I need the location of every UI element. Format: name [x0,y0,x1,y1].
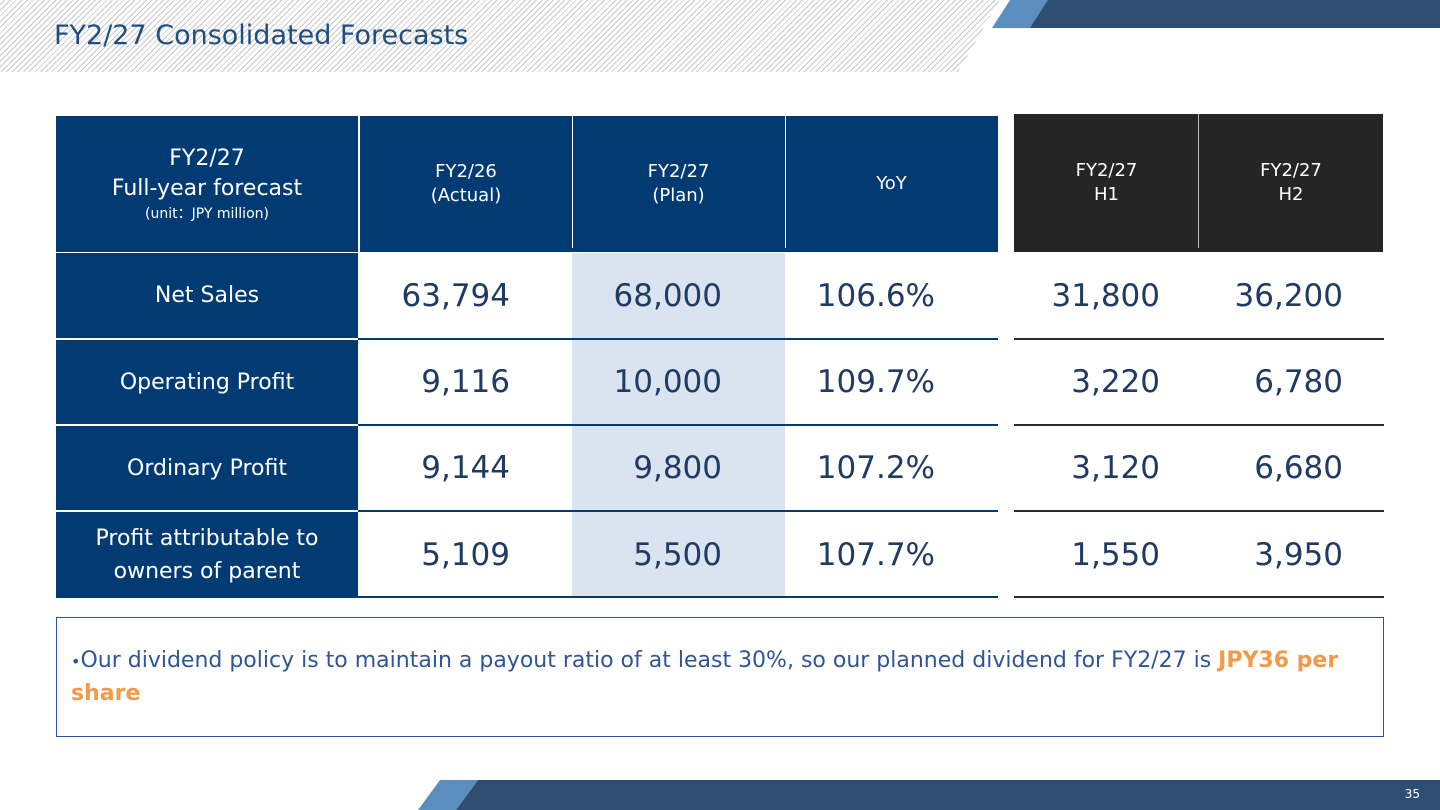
col-h1-line2: H1 [1094,184,1119,205]
col-h2-line2: H2 [1278,184,1304,205]
column-header-h1: FY2/27 H1 [1014,114,1199,252]
row-divider [358,510,998,512]
cell-plan: 10,000 [613,364,722,400]
dividend-note-box: •Our dividend policy is to maintain a pa… [56,617,1384,737]
cell-plan: 68,000 [613,278,722,314]
col-plan-line1: FY2/27 [647,160,710,182]
cell-actual: 5,109 [421,537,510,573]
cell-h1: 31,800 [1051,278,1160,314]
note-text: Our dividend policy is to maintain a pay… [80,648,1219,673]
col-actual-line1: FY2/26 [435,160,497,182]
corner-unit: (unit：JPY million) [145,206,269,223]
table-corner-header: FY2/27 Full-year forecast (unit：JPY mill… [56,116,358,252]
cell-h2: 6,780 [1254,364,1343,400]
cell-yoy: 109.7% [816,364,935,400]
page-title: FY2/27 Consolidated Forecasts [54,20,469,51]
cell-h1: 3,220 [1071,364,1160,400]
column-header-plan: FY2/27 (Plan) [572,116,785,252]
col-h1-line1: FY2/27 [1075,159,1138,181]
header-separator [785,116,786,248]
row-label-ordinary-profit: Ordinary Profit [56,426,358,510]
row-divider [358,424,998,426]
row-divider [1014,424,1384,426]
cell-h2: 3,950 [1254,537,1343,573]
column-header-actual: FY2/26 (Actual) [360,116,572,252]
row-divider [1014,338,1384,340]
page-number: 35 [1404,787,1420,801]
cell-yoy: 107.7% [816,537,935,573]
header-hatch-decoration [0,0,1000,72]
cell-plan: 9,800 [633,450,722,486]
cell-h2: 6,680 [1254,450,1343,486]
header-accent-dark [1030,0,1440,28]
cell-actual: 9,116 [421,364,510,400]
cell-h1: 1,550 [1071,537,1160,573]
corner-line2: Full-year forecast [111,175,303,201]
column-header-yoy: YoY [785,116,998,252]
cell-yoy: 107.2% [816,450,935,486]
row-label-operating-profit: Operating Profit [56,340,358,424]
cell-actual: 9,144 [421,450,510,486]
col-yoy-line1: YoY [876,172,907,194]
row-divider [1014,510,1384,512]
cell-h2: 36,200 [1234,278,1343,314]
header-separator [1198,114,1199,248]
cell-actual: 63,794 [401,278,510,314]
cell-yoy: 106.6% [816,278,935,314]
col-h2-line1: FY2/27 [1260,159,1322,181]
cell-plan: 5,500 [633,537,722,573]
note-bullet: • [71,652,81,671]
footer-accent-dark [456,780,1440,810]
row-divider [358,338,998,340]
header-separator [572,116,573,248]
row-label-profit-attributable: Profit attributable to owners of parent [56,512,358,597]
row-divider [56,596,998,598]
col-plan-line2: (Plan) [652,185,705,206]
column-header-h2: FY2/27 H2 [1199,114,1383,252]
note-highlight: JPY36 per share [71,648,1339,706]
cell-h1: 3,120 [1071,450,1160,486]
corner-line1: FY2/27 [169,145,245,171]
row-label-net-sales: Net Sales [56,253,358,338]
col-actual-line2: (Actual) [430,185,502,206]
row-divider [1014,596,1384,598]
